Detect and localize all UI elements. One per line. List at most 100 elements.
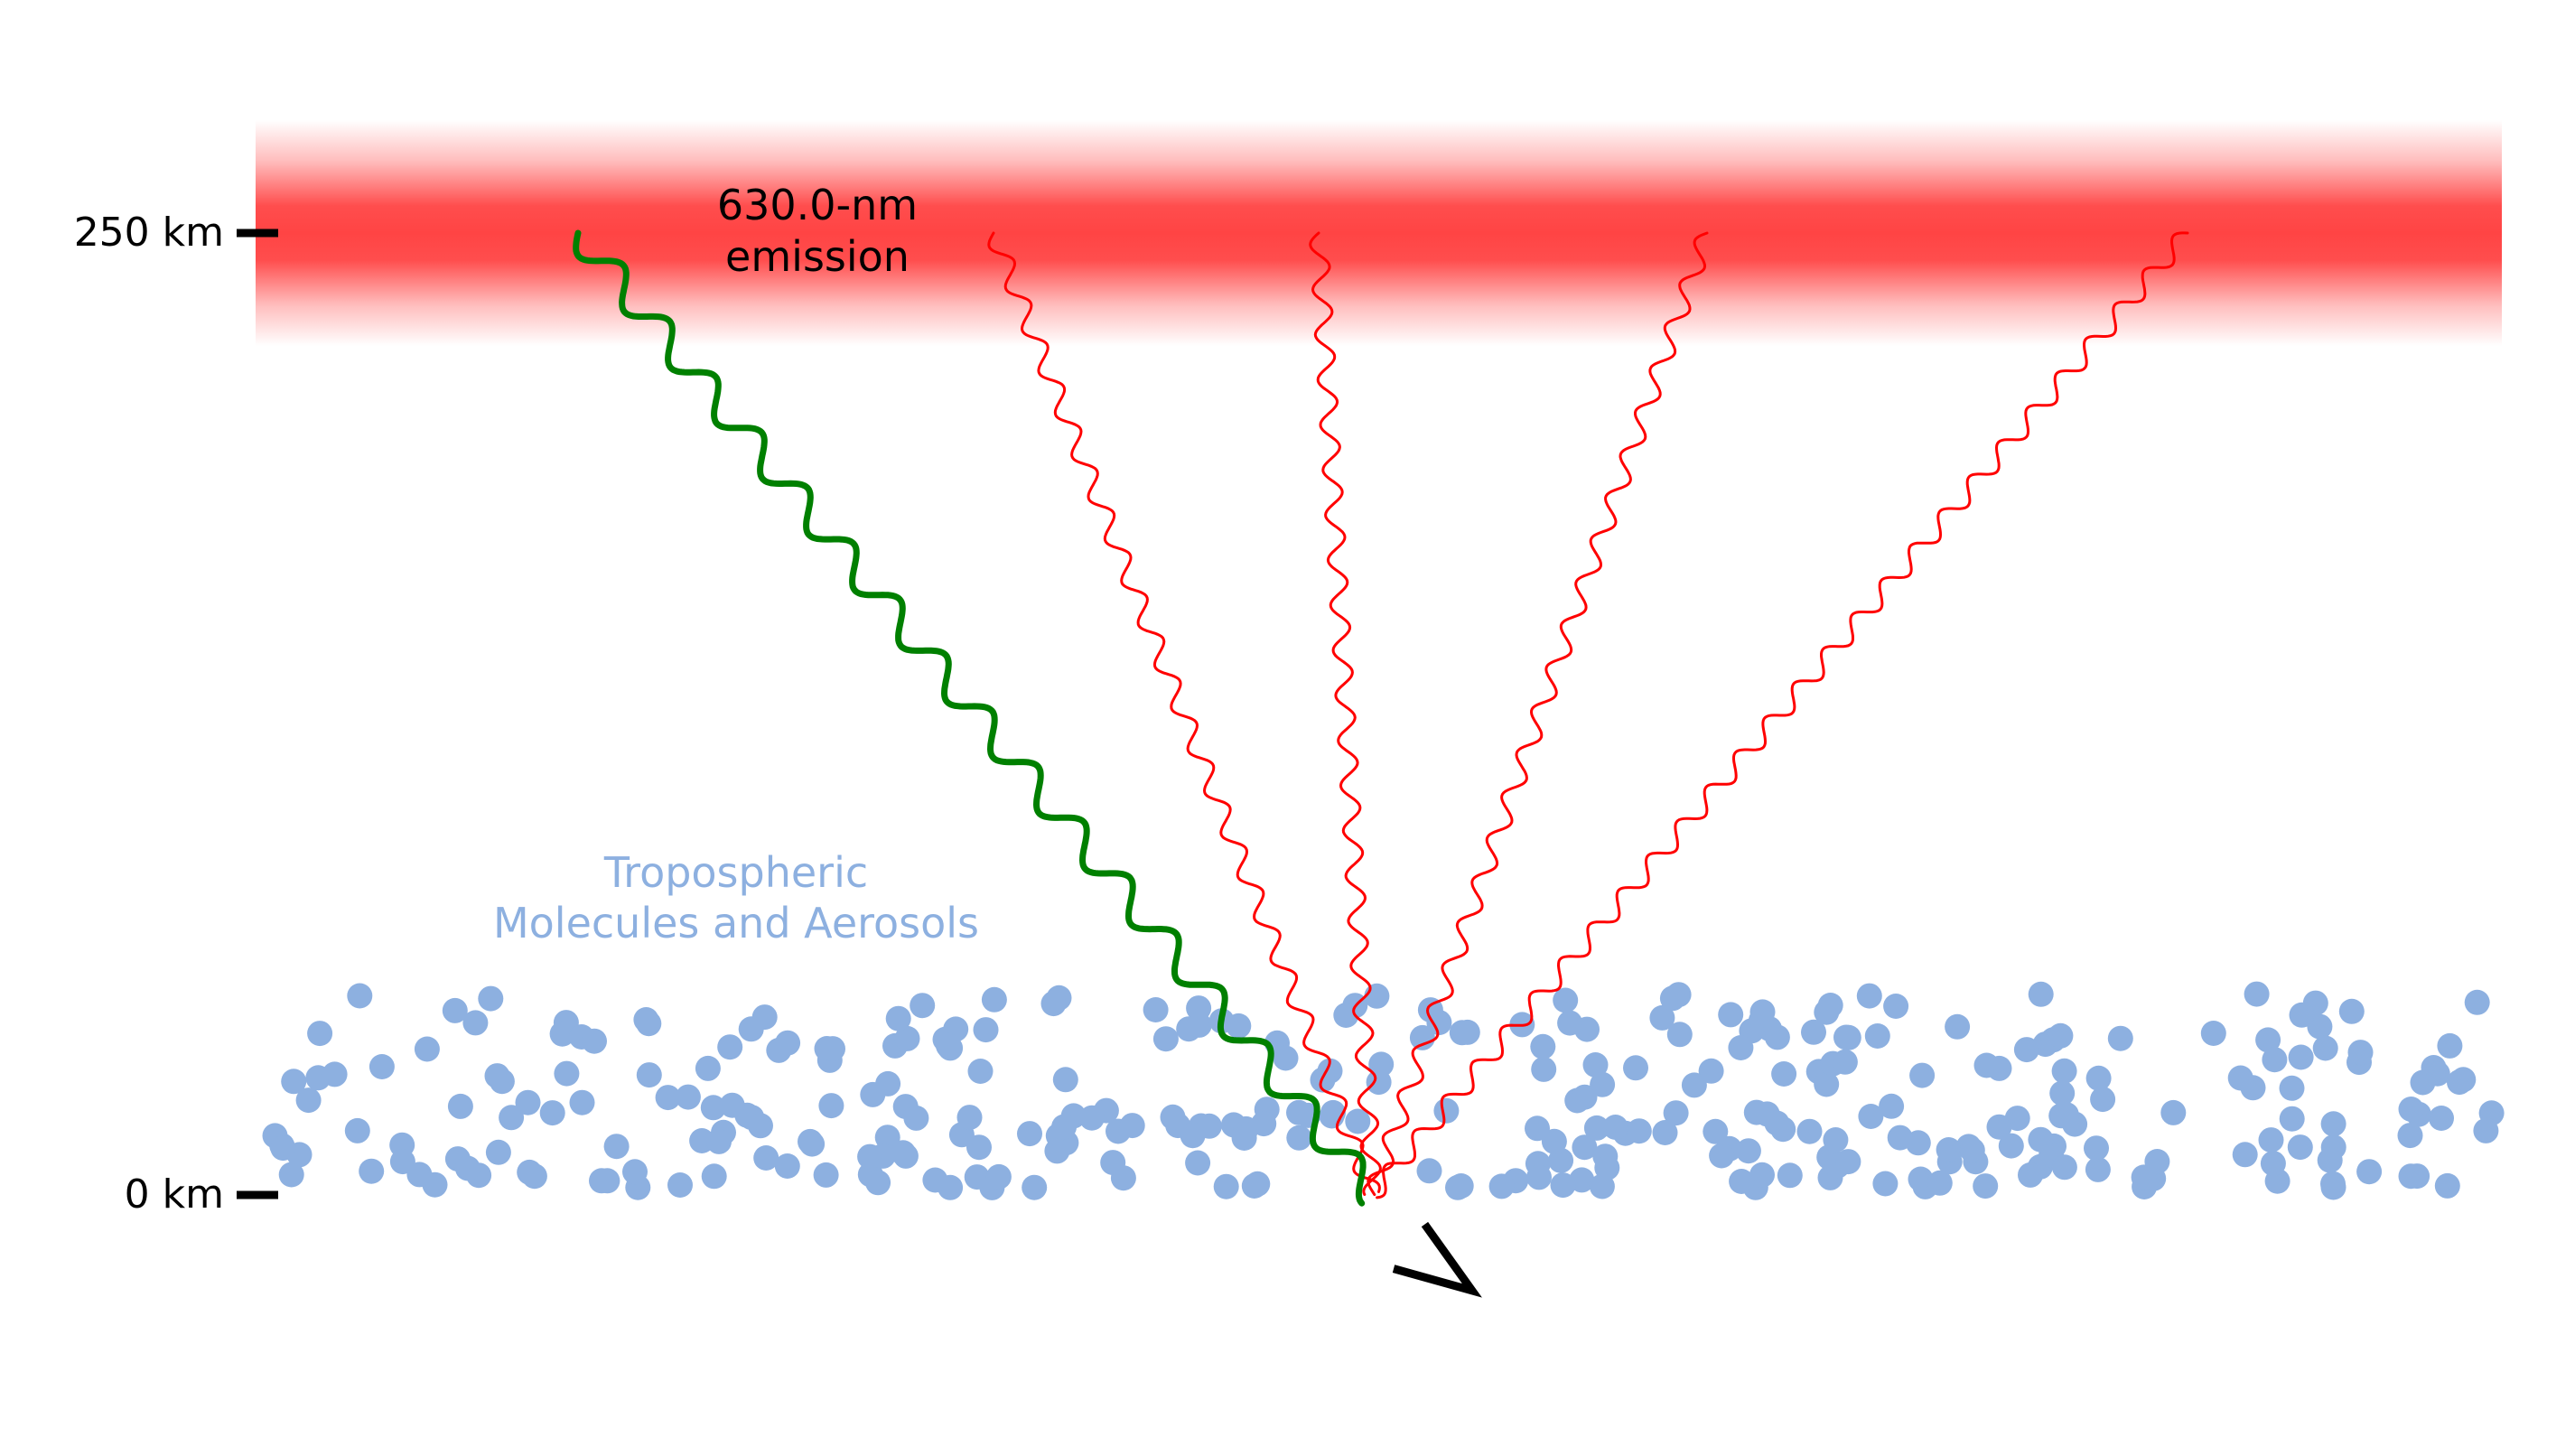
aerosol-particle [1659,985,1685,1012]
aerosol-particle [1333,1003,1359,1028]
red-ray [1367,231,1709,1197]
emission-label-line1: 630.0-nm [717,181,918,229]
aerosol-particle [1698,1058,1724,1084]
aerosol-particle [738,1016,764,1042]
aerosol-particle [706,1128,732,1154]
aerosol-particle [1196,1113,1222,1139]
aerosol-particle [295,1087,322,1114]
aerosol-particle [860,1081,886,1107]
aerosol-particle [818,1093,844,1119]
aerosol-particle [359,1158,385,1184]
aerosol-particle [1017,1121,1042,1147]
aerosol-particle [1814,1071,1840,1097]
aerosol-particle [985,1163,1012,1190]
aerosol-particle [2356,1159,2383,1185]
aerosol-particle [1286,1125,1312,1151]
aerosol-particle [1416,1158,1442,1184]
aerosol-particle [1764,1024,1790,1050]
aerosol-particle [344,1117,370,1143]
aerosol-particle [1817,993,1843,1018]
aerosol-particle [1185,1150,1211,1176]
aerosol-particle [478,985,504,1012]
aerosol-particle [2338,998,2365,1024]
aerosol-particle [2028,981,2054,1007]
aerosol-particle [1743,1099,1769,1125]
aerosol-particle [865,1170,891,1196]
aerosol-particle [549,1021,575,1047]
aerosol-particle [2107,1025,2133,1051]
aerosol-particle [1771,1061,1797,1087]
aerosol-particle [1729,1169,1755,1194]
aerosol-particle [1152,1026,1179,1052]
aerosol-particle [1835,1149,1861,1175]
aerosol-particle [1749,1162,1775,1188]
aerosol-particle [967,1059,994,1084]
aerosol-particle [1945,1013,1971,1040]
aerosol-particle [1582,1052,1609,1078]
aerosol-particle [1231,1125,1257,1151]
green-ray [573,229,1367,1207]
aerosol-particle [2084,1135,2109,1162]
aerosol-particle [2473,1117,2499,1143]
aerosol-particle [2307,1013,2333,1040]
aerosol-particle [1858,1104,1884,1129]
aerosol-particle [774,1153,800,1179]
aerosol-particle [966,1134,992,1161]
aerosol-particle [1557,1010,1583,1036]
aerosol-particle [857,1143,883,1170]
label-0km: 0 km [125,1171,224,1218]
aerosol-particle [2279,1075,2305,1101]
aerosol-particle [2398,1097,2424,1122]
aerosol-particle [1273,1045,1299,1071]
aerosol-particle [2053,1102,2079,1128]
emission-layer [256,120,2502,346]
aerosol-particle [462,1010,489,1036]
aerosol-particle [2317,1147,2343,1173]
aerosol-particle [1530,1033,1556,1059]
aerosol-particle [485,1139,511,1165]
aerosol-particle [1770,1116,1796,1143]
aerosol-particle [1626,1118,1652,1144]
aerosol-particle [1879,1093,1905,1119]
aerosol-particle [2312,1035,2338,1061]
aerosol-particle [2279,1106,2305,1132]
aerosol-particle [1445,1174,1470,1200]
aerosol-particle [922,1167,948,1193]
aerosol-particle [1709,1143,1735,1169]
aerosol-particle [2200,1021,2226,1046]
aerosol-particle [1883,994,1909,1019]
aerosol-particle [1590,1071,1616,1097]
aerosol-particle [1160,1104,1186,1130]
aerosol-particle [1572,1134,1598,1161]
aerosol-particle [798,1128,823,1154]
aerosol-particle [406,1162,433,1188]
aerosol-particle [1872,1171,1899,1197]
aerosol-particle [1572,1084,1598,1110]
emission-label-line2: emission [725,232,910,281]
aerosol-particle [1666,1022,1693,1048]
red-ray [987,231,1381,1193]
aerosol-particle [1864,1023,1890,1049]
aerosol-particle [655,1085,681,1111]
aerosol-particle [1801,1019,1826,1045]
aerosol-particle [903,1105,929,1131]
aerosol-particle [1856,983,1882,1009]
aerosol-particle [2085,1065,2112,1091]
aerosol-particle [1454,1019,1480,1045]
red-ray [1376,231,2189,1199]
aerosol-particle [1368,1051,1395,1078]
aerosol-particle [1044,1138,1070,1164]
aerosol-particle [753,1145,779,1171]
aerosol-particle [2434,1172,2460,1199]
aerosol-particle [2028,1126,2054,1153]
aerosol-particle [1040,991,1067,1017]
aerosol-particle [589,1168,614,1194]
aerosol-particle [454,1155,480,1181]
aerosol-particle [2260,1151,2286,1177]
aerosol-particle [981,986,1007,1013]
aerosol-particle [2410,1069,2436,1096]
aerosol-particle [633,1007,659,1032]
aerosol-particle [2287,1134,2313,1161]
aerosol-particle [517,1159,543,1185]
aerosol-particle [1663,1100,1689,1126]
